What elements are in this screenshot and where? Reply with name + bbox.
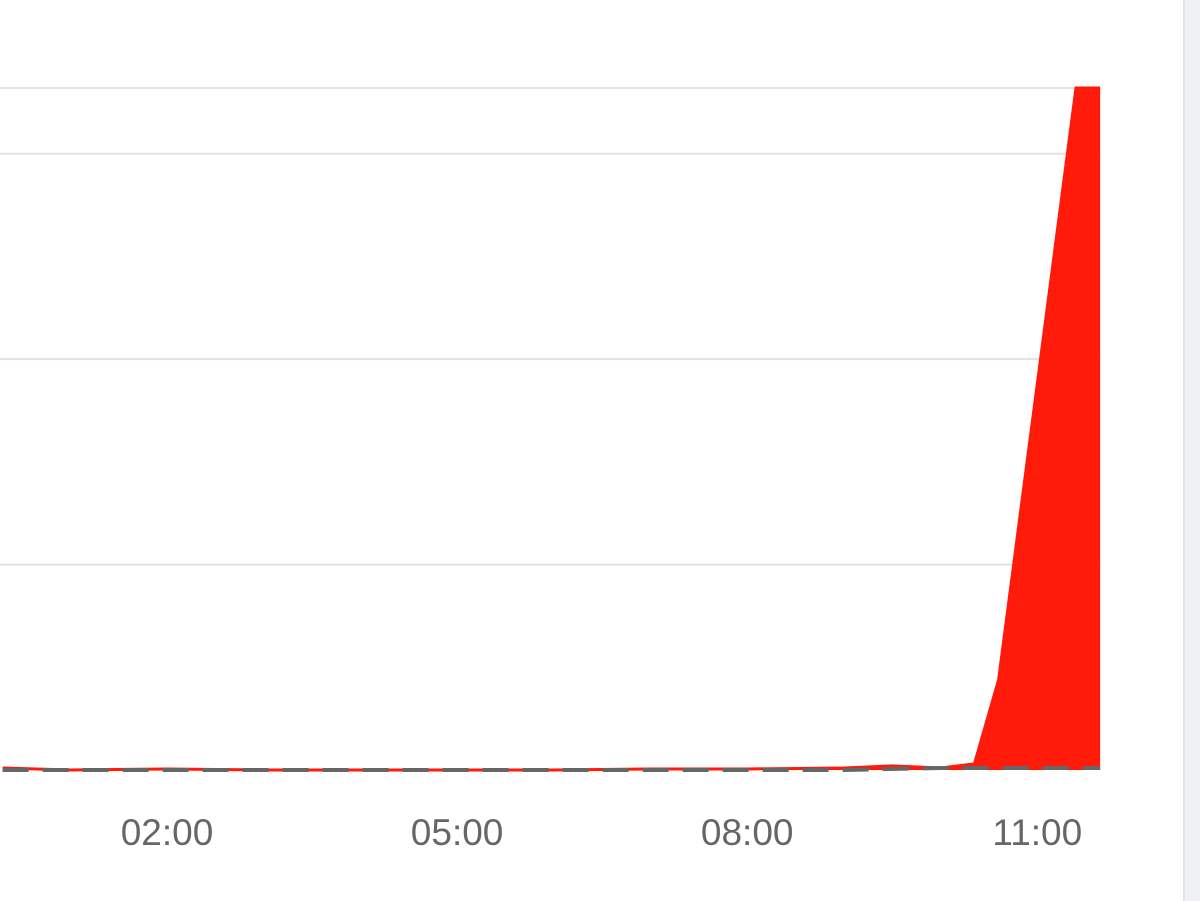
x-tick-label: 11:00 xyxy=(992,812,1082,853)
x-tick-label: 05:00 xyxy=(411,812,504,853)
series-line-1 xyxy=(2,765,1101,772)
series-group xyxy=(2,86,1101,772)
panel-border xyxy=(1183,0,1200,901)
x-tick-label: 08:00 xyxy=(701,812,794,853)
gridlines xyxy=(0,87,1101,566)
series-area-0 xyxy=(2,88,1101,770)
x-axis-ticks: 02:00 05:00 08:00 11:00 xyxy=(121,812,1083,853)
x-tick-label: 02:00 xyxy=(121,812,214,853)
series-line-0 xyxy=(2,86,1101,772)
